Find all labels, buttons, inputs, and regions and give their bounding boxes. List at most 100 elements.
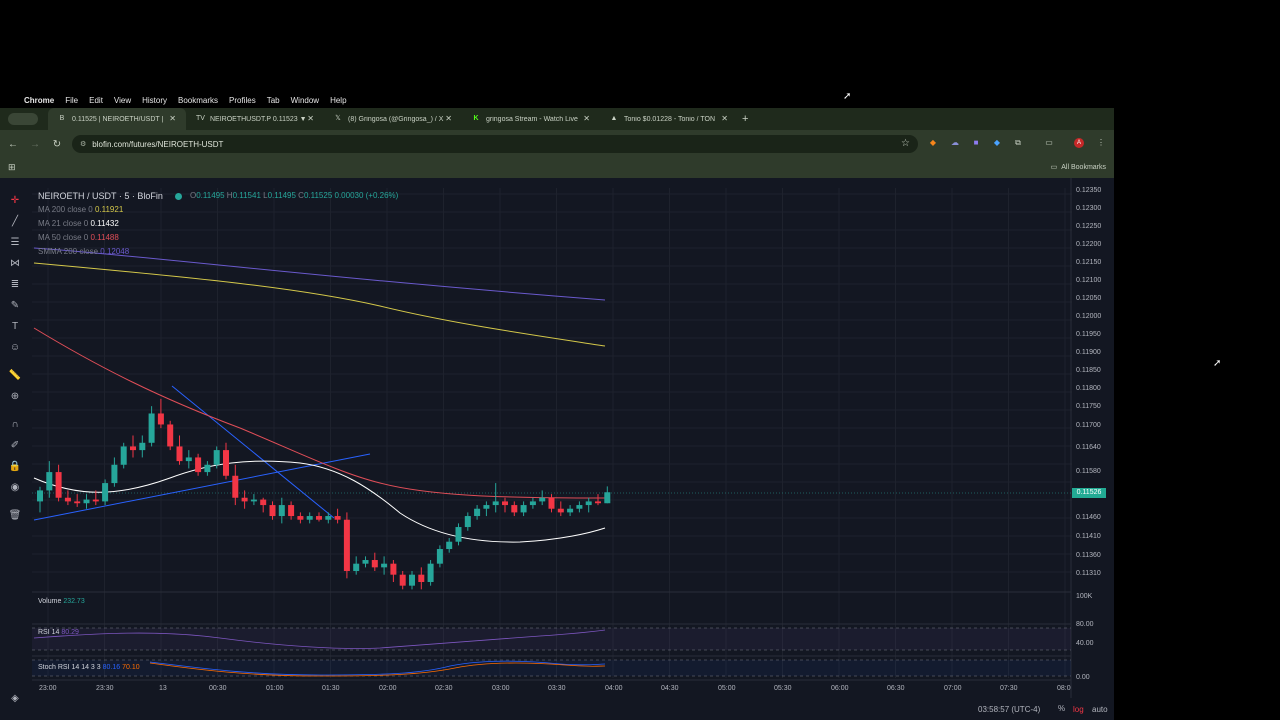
menu-file[interactable]: File [65,95,79,105]
ruler-icon[interactable]: 📏 [8,370,22,381]
folder-icon: ▭ [1050,164,1058,171]
utc-clock[interactable]: 03:58:57 (UTC-4) [978,705,1041,714]
tab-title: gringosa Stream - Watch Live [486,115,578,123]
pencil-lock-icon[interactable]: ✐ [10,440,20,451]
close-tab-icon[interactable]: ✕ [721,114,728,123]
emoji-icon[interactable]: ☺ [9,342,21,353]
auto-scale-button[interactable]: auto [1092,705,1108,714]
log-scale-button[interactable]: log [1073,705,1084,714]
time-axis[interactable]: 23:00 23:30 13 00:30 01:00 01:30 02:00 0… [39,685,1071,692]
pattern-icon[interactable]: ⋈ [10,258,20,269]
stoch-k-line [149,660,606,676]
candle-body [64,497,71,502]
all-bookmarks-label: All Bookmarks [1061,163,1106,171]
menu-view[interactable]: View [113,95,132,105]
candle-body [557,508,564,513]
all-bookmarks-button[interactable]: ▭ All Bookmarks [1050,163,1106,172]
extension-shield-icon[interactable]: ■ [973,138,979,147]
stoch-d-line [149,662,606,677]
last-price-tag: 0.11526 [1072,488,1106,498]
trash-icon[interactable]: 🗑 [8,510,22,521]
tradingview-chart[interactable]: ✛ ╱ ☰ ⋈ ≣ ✎ T ☺ 📏 ⊕ ∩ ✐ 🔒 ◉ 🗑 ◈ NEIROETH… [0,178,1114,720]
horizontal-lines-icon[interactable]: ☰ [10,237,20,248]
browser-chrome: B 0.11525 | NEIROETH/USDT | ✕ TV NEIROET… [0,108,1114,178]
candle-body [185,457,192,462]
tab-kick[interactable]: K gringosa Stream - Watch Live ✕ [462,108,600,130]
close-tab-icon[interactable]: ✕ [307,114,314,123]
close-tab-icon[interactable]: ✕ [583,114,590,123]
indicator-ma21[interactable]: MA 21 close 0 0.11432 [38,219,119,228]
candle-body [390,563,397,575]
candle-body [343,519,350,572]
percent-scale-button[interactable]: % [1058,704,1066,713]
tab-group-chip[interactable] [8,113,38,125]
blofin-icon: B [59,115,65,122]
candlestick-chart[interactable] [0,178,1114,720]
close-tab-icon[interactable]: ✕ [169,114,176,123]
candle-body [576,505,583,509]
tab-blofin[interactable]: B 0.11525 | NEIROETH/USDT | ✕ [48,108,186,130]
extension-diamond-icon[interactable]: ◆ [993,138,1001,147]
market-open-dot [175,193,183,201]
indicator-ma200[interactable]: MA 200 close 0 0.11921 [38,205,124,214]
text-tool-icon[interactable]: T [11,321,19,332]
reload-icon[interactable]: ↻ [52,138,62,150]
volume-label[interactable]: Volume 232.73 [38,598,85,605]
brush-icon[interactable]: ✎ [10,300,20,311]
menu-profiles[interactable]: Profiles [229,95,256,105]
menu-history[interactable]: History [142,95,168,105]
menu-window[interactable]: Window [290,95,320,105]
rsi-line [33,629,606,649]
tab-dex[interactable]: ▲ Tonio $0.01228 - Tonio / TON ✕ [600,108,738,130]
menu-bookmarks[interactable]: Bookmarks [178,95,219,105]
candle-body [306,516,313,520]
profile-avatar-icon[interactable]: A [1074,138,1084,148]
candle-body [223,450,229,476]
extension-cloud-icon[interactable]: ☁ [951,138,959,147]
bookmark-star-icon[interactable]: ☆ [901,138,910,149]
candle-body [213,450,220,465]
rsi-label[interactable]: RSI 14 80.29 [38,629,79,636]
candle-body [464,516,471,528]
sidepanel-icon[interactable]: ▭ [1045,138,1053,147]
moving-averages-layer [33,247,606,543]
candle-body [46,472,53,491]
address-bar[interactable]: ⚙ blofin.com/futures/NEIROETH-USDT ☆ [72,135,918,153]
stoch-rsi-label[interactable]: Stoch RSI 14 14 3 3 80.16 70.10 [38,664,140,671]
browser-toolbar: ← → ↻ ⚙ blofin.com/futures/NEIROETH-USDT… [0,130,1114,158]
kebab-menu-icon[interactable]: ⋮ [1097,138,1105,147]
extension-metamask-icon[interactable]: ◆ [929,138,937,147]
layers-icon[interactable]: ◈ [11,693,19,704]
candle-body [176,446,183,462]
menu-edit[interactable]: Edit [89,95,103,105]
candle-body [316,516,322,520]
smma200-line [33,247,606,301]
dex-icon: ▲ [610,115,618,122]
tab-x[interactable]: 𝕏 (8) Gringosa (@Gringosa_) / X ✕ [324,108,462,130]
tab-tradingview[interactable]: TV NEIROETHUSDT.P 0.11523 ▼ ✕ [186,108,324,130]
crosshair-icon[interactable]: ✛ [10,195,20,206]
fib-icon[interactable]: ≣ [10,279,20,290]
site-info-icon[interactable]: ⚙ [80,141,87,148]
close-tab-icon[interactable]: ✕ [445,114,452,123]
forward-icon[interactable]: → [30,138,40,150]
trend-line-icon[interactable]: ╱ [11,216,19,227]
apps-grid-icon[interactable]: ⊞ [8,162,16,172]
menu-tab[interactable]: Tab [266,95,280,105]
zoom-icon[interactable]: ⊕ [10,391,20,402]
back-icon[interactable]: ← [8,138,18,150]
tab-title: NEIROETHUSDT.P 0.11523 ▼ [210,115,307,123]
candle-body [260,499,267,506]
eye-icon[interactable]: ◉ [10,482,20,493]
lock-icon[interactable]: 🔒 [8,461,22,472]
menu-chrome[interactable]: Chrome [24,95,55,105]
symbol-title[interactable]: NEIROETH / USDT · 5 · BloFin [38,191,163,201]
tab-title: Tonio $0.01228 - Tonio / TON [624,115,716,123]
magnet-icon[interactable]: ∩ [11,419,19,430]
extensions-puzzle-icon[interactable]: ⧉ [1015,138,1021,147]
indicator-ma50[interactable]: MA 50 close 0 0.11488 [38,233,119,242]
new-tab-icon[interactable]: + [742,113,749,125]
indicator-smma200[interactable]: SMMA 200 close 0.12048 [38,247,130,256]
tradingview-icon: TV [196,115,205,122]
menu-help[interactable]: Help [330,95,347,105]
